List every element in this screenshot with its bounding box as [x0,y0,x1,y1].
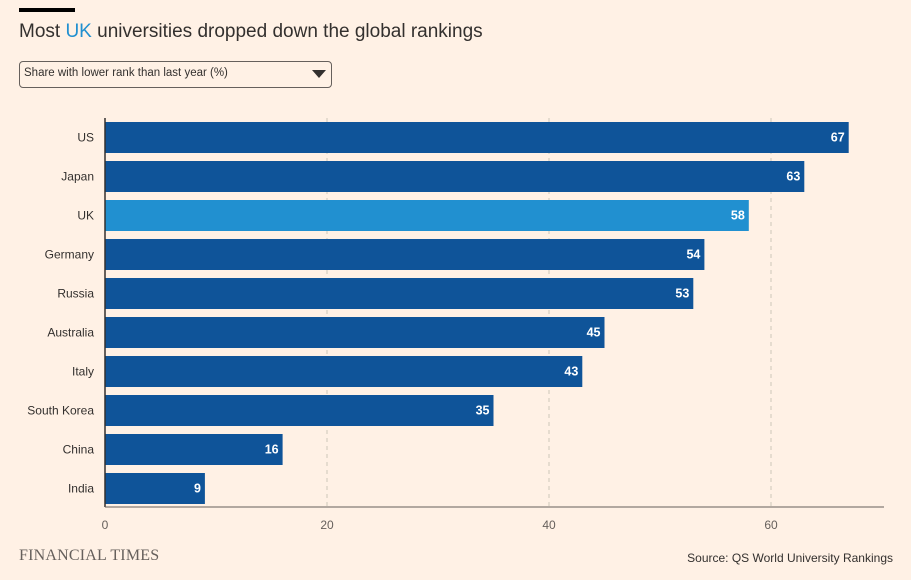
category-label: South Korea [27,404,94,418]
bar [105,317,605,348]
bar [105,122,849,153]
data-label: 45 [587,326,601,340]
bar [105,239,705,270]
category-label: China [63,443,95,457]
data-label: 9 [194,482,201,496]
category-label: India [68,482,94,496]
category-label: Russia [57,287,94,301]
data-label: 53 [675,287,689,301]
category-label: Italy [72,365,94,379]
data-label: 63 [786,170,800,184]
bar [105,395,494,426]
data-label: 58 [731,209,745,223]
data-label: 35 [476,404,490,418]
category-label: Australia [47,326,94,340]
top-rule [19,8,75,12]
bar [105,434,283,465]
bar [105,161,805,192]
bar [105,278,694,309]
bar [105,356,583,387]
category-label: Germany [45,248,94,262]
data-label: 54 [686,248,700,262]
bar [105,200,749,231]
x-tick-label: 60 [764,518,778,532]
category-label: UK [77,209,94,223]
chart-title: Most UK universities dropped down the gl… [19,20,483,44]
title-highlight: UK [65,21,92,42]
x-tick-label: 0 [102,518,109,532]
title-prefix: Most [19,21,66,42]
ft-logo: FINANCIAL TIMES [19,547,160,564]
data-label: 43 [564,365,578,379]
x-tick-label: 40 [542,518,556,532]
data-label: 16 [265,443,279,457]
category-label: Japan [61,170,94,184]
chevron-down-icon [312,70,326,78]
metric-dropdown[interactable]: Share with lower rank than last year (%) [19,61,332,88]
bar [105,473,205,504]
x-tick-label: 20 [320,518,334,532]
category-label: US [77,131,94,145]
source-note: Source: QS World University Rankings [687,551,893,565]
title-suffix: universities dropped down the global ran… [91,21,483,42]
data-label: 67 [831,131,845,145]
dropdown-selected-value: Share with lower rank than last year (%) [24,67,228,79]
bar-chart: US 67 Japan 63 UK 58 Germany 54 Russia 53 Australi… [27,118,884,532]
